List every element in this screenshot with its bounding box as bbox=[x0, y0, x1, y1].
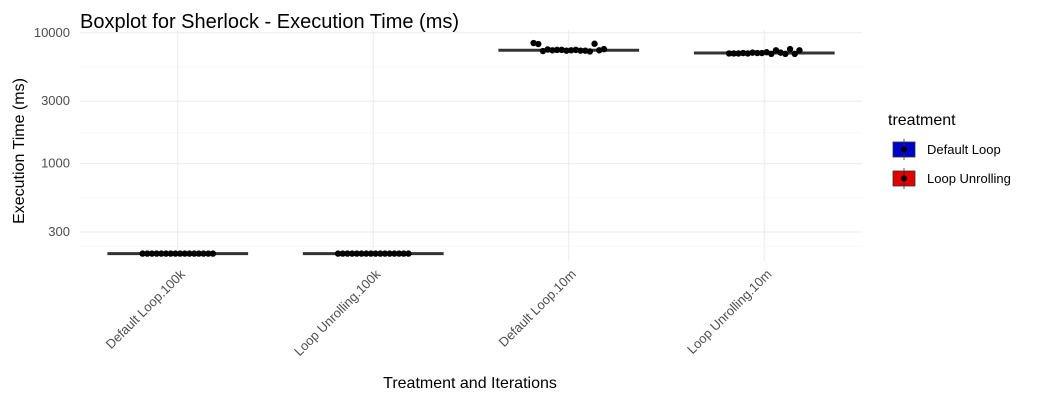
y-axis-ticks: 300 1000 3000 10000 bbox=[34, 25, 70, 239]
data-point bbox=[563, 47, 570, 54]
legend: treatment Default Loop Loop Unrolling bbox=[888, 112, 1011, 189]
data-point bbox=[381, 250, 389, 257]
legend-label: Default Loop bbox=[927, 142, 1001, 157]
data-point bbox=[535, 40, 542, 48]
y-tick-label: 1000 bbox=[41, 156, 70, 171]
y-tick-label: 3000 bbox=[41, 93, 70, 108]
data-point bbox=[363, 250, 370, 257]
data-point bbox=[400, 250, 407, 257]
data-point bbox=[744, 50, 752, 57]
grid bbox=[80, 30, 862, 261]
data-point bbox=[162, 250, 170, 257]
data-point bbox=[190, 250, 198, 257]
boxes bbox=[107, 48, 835, 256]
legend-title: treatment bbox=[888, 112, 956, 129]
data-points bbox=[139, 39, 803, 257]
data-point bbox=[791, 50, 798, 58]
data-point bbox=[358, 250, 365, 257]
data-point bbox=[739, 49, 747, 57]
data-point bbox=[153, 250, 160, 257]
data-point bbox=[405, 250, 412, 257]
data-point bbox=[796, 47, 803, 54]
data-point bbox=[209, 250, 217, 257]
data-point bbox=[577, 47, 584, 54]
data-point bbox=[725, 50, 733, 57]
x-tick-label: Default Loop.100k bbox=[103, 266, 189, 352]
data-point bbox=[581, 47, 589, 54]
x-axis-ticks: Default Loop.100k Loop Unrolling.100k Defa… bbox=[103, 266, 775, 359]
data-point bbox=[572, 46, 579, 54]
x-tick-label: Default Loop.10m bbox=[496, 267, 579, 350]
data-point bbox=[768, 50, 775, 58]
data-point bbox=[205, 250, 212, 257]
data-point bbox=[730, 50, 737, 57]
data-point bbox=[148, 250, 156, 257]
legend-key-point bbox=[901, 146, 907, 153]
data-point bbox=[167, 250, 174, 257]
data-point bbox=[600, 45, 608, 53]
x-tick-label: Loop Unrolling.100k bbox=[291, 266, 384, 359]
data-point bbox=[144, 250, 151, 257]
data-point bbox=[377, 250, 384, 257]
data-point bbox=[200, 250, 207, 257]
data-point bbox=[735, 50, 742, 57]
y-tick-label: 10000 bbox=[34, 25, 70, 40]
data-point bbox=[367, 250, 375, 257]
data-point bbox=[344, 250, 351, 257]
data-point bbox=[195, 250, 203, 257]
data-point bbox=[176, 250, 184, 257]
data-point bbox=[391, 250, 398, 257]
data-point bbox=[372, 250, 379, 257]
chart-title: Boxplot for Sherlock - Execution Time (m… bbox=[80, 11, 459, 33]
legend-label: Loop Unrolling bbox=[927, 171, 1011, 186]
data-point bbox=[334, 250, 342, 257]
data-point bbox=[186, 250, 193, 257]
data-point bbox=[139, 250, 146, 257]
data-point bbox=[786, 45, 794, 53]
y-axis-title: Execution Time (ms) bbox=[11, 78, 28, 224]
x-axis-title: Treatment and Iterations bbox=[383, 375, 557, 392]
data-point bbox=[158, 250, 165, 257]
data-point bbox=[553, 46, 561, 54]
data-point bbox=[353, 250, 361, 257]
legend-key-point bbox=[901, 175, 907, 182]
y-tick-label: 300 bbox=[48, 224, 70, 239]
data-point bbox=[754, 49, 761, 57]
x-tick-label: Loop Unrolling.10m bbox=[684, 267, 774, 357]
data-point bbox=[181, 250, 188, 257]
data-point bbox=[172, 250, 179, 257]
data-point bbox=[395, 250, 403, 257]
data-point bbox=[386, 250, 393, 257]
data-point bbox=[549, 47, 556, 54]
data-point bbox=[777, 49, 784, 56]
data-point bbox=[591, 40, 598, 47]
data-point bbox=[348, 250, 356, 257]
data-point bbox=[567, 47, 575, 54]
data-point bbox=[339, 250, 346, 257]
data-point bbox=[539, 47, 547, 55]
data-point bbox=[558, 46, 565, 54]
